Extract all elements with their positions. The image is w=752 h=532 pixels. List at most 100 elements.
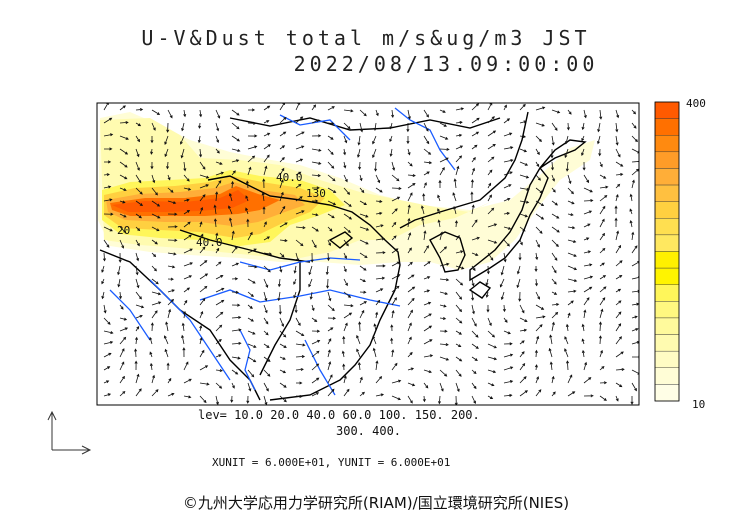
wind-arrow bbox=[103, 147, 113, 151]
wind-arrow bbox=[423, 261, 431, 267]
wind-arrow bbox=[374, 161, 378, 172]
wind-arrow bbox=[420, 205, 425, 215]
wind-arrow bbox=[437, 219, 441, 228]
wind-arrow bbox=[583, 361, 588, 371]
wind-arrow bbox=[567, 374, 573, 384]
wind-arrow bbox=[215, 261, 222, 267]
wind-arrow bbox=[564, 148, 569, 159]
wind-arrow bbox=[343, 226, 351, 233]
wind-arrow bbox=[103, 366, 111, 371]
wind-arrow bbox=[359, 122, 364, 133]
wind-arrow bbox=[519, 317, 528, 322]
wind-arrow bbox=[135, 135, 141, 143]
wind-arrow bbox=[502, 304, 506, 313]
wind-arrow bbox=[470, 191, 474, 202]
wind-arrow bbox=[311, 239, 317, 249]
wind-arrow bbox=[231, 122, 240, 130]
wind-arrow bbox=[407, 161, 413, 167]
wind-arrow bbox=[375, 174, 381, 184]
wind-arrow bbox=[375, 264, 386, 268]
wind-arrow bbox=[231, 382, 235, 389]
wind-arrow bbox=[117, 265, 121, 276]
wind-arrow bbox=[101, 278, 105, 285]
wind-arrow bbox=[596, 135, 601, 145]
wind-arrow bbox=[455, 330, 463, 335]
wind-arrow bbox=[375, 199, 383, 203]
wind-arrow bbox=[135, 174, 142, 184]
wind-arrow bbox=[599, 218, 605, 228]
wind-arrow bbox=[599, 275, 607, 280]
wind-arrow bbox=[487, 330, 496, 338]
wind-arrow bbox=[519, 135, 527, 139]
wind-arrow bbox=[295, 183, 302, 189]
wind-arrow bbox=[615, 260, 623, 267]
wind-arrow bbox=[439, 135, 449, 140]
wind-arrow bbox=[135, 239, 140, 247]
wind-arrow bbox=[279, 356, 286, 360]
wind-arrow bbox=[567, 187, 574, 195]
wind-arrow bbox=[327, 291, 332, 302]
wind-arrow bbox=[439, 109, 446, 113]
wind-arrow bbox=[583, 377, 592, 384]
wind-arrow bbox=[327, 304, 335, 312]
wind-arrow bbox=[391, 248, 399, 254]
wind-arrow bbox=[151, 291, 162, 296]
wind-arrow bbox=[231, 277, 239, 281]
wind-arrow bbox=[631, 122, 637, 129]
wind-arrow bbox=[135, 252, 140, 262]
wind-arrow bbox=[551, 278, 557, 285]
wind-arrow bbox=[343, 200, 352, 207]
wind-arrow bbox=[372, 148, 377, 159]
wind-arrow bbox=[183, 174, 190, 182]
wind-arrow bbox=[151, 374, 156, 384]
wind-arrow bbox=[263, 252, 273, 256]
wind-arrow bbox=[487, 252, 494, 261]
wind-arrow bbox=[551, 239, 559, 248]
wind-arrow bbox=[199, 285, 208, 293]
wind-arrow bbox=[103, 340, 114, 345]
wind-arrow bbox=[119, 348, 125, 358]
wind-arrow bbox=[103, 352, 112, 358]
wind-arrow bbox=[407, 183, 416, 189]
wind-arrow bbox=[183, 248, 193, 254]
wind-arrow bbox=[375, 288, 384, 293]
rivers bbox=[109, 107, 456, 396]
wind-arrow bbox=[135, 373, 140, 384]
wind-arrow bbox=[101, 265, 105, 273]
wind-arrow bbox=[487, 317, 492, 327]
wind-arrow bbox=[615, 161, 624, 167]
wind-arrow bbox=[279, 131, 287, 137]
wind-arrow bbox=[471, 317, 477, 327]
wind-arrow bbox=[356, 334, 361, 345]
wind-arrow bbox=[103, 198, 113, 202]
wind-arrow bbox=[199, 310, 204, 319]
wind-arrow bbox=[455, 291, 463, 300]
wind-arrow bbox=[247, 134, 258, 138]
wind-arrow bbox=[327, 338, 332, 345]
wind-arrow bbox=[327, 226, 333, 232]
wind-arrow bbox=[199, 174, 210, 179]
wind-arrow bbox=[119, 161, 128, 168]
wind-arrow bbox=[167, 238, 178, 242]
wind-arrow bbox=[230, 180, 234, 189]
wind-arrow bbox=[103, 304, 107, 314]
wind-arrow bbox=[391, 395, 402, 401]
wind-arrow bbox=[535, 291, 541, 300]
wind-arrow bbox=[615, 323, 622, 332]
wind-arrow bbox=[263, 165, 268, 176]
wind-arrow bbox=[581, 135, 585, 142]
colorbar-cell bbox=[654, 350, 680, 368]
wind-arrow bbox=[471, 131, 480, 137]
wind-arrow bbox=[181, 334, 185, 345]
wind-arrow bbox=[503, 104, 507, 111]
wind-arrow bbox=[487, 103, 493, 111]
wind-arrow bbox=[439, 278, 450, 282]
wind-arrow bbox=[117, 278, 121, 288]
wind-arrow bbox=[151, 389, 159, 397]
wind-arrow bbox=[134, 336, 139, 345]
wind-arrow bbox=[407, 382, 416, 387]
wind-arrow bbox=[263, 265, 271, 273]
colorbar-cell bbox=[654, 118, 680, 136]
wind-arrow bbox=[439, 166, 445, 176]
wind-arrow bbox=[375, 393, 385, 397]
